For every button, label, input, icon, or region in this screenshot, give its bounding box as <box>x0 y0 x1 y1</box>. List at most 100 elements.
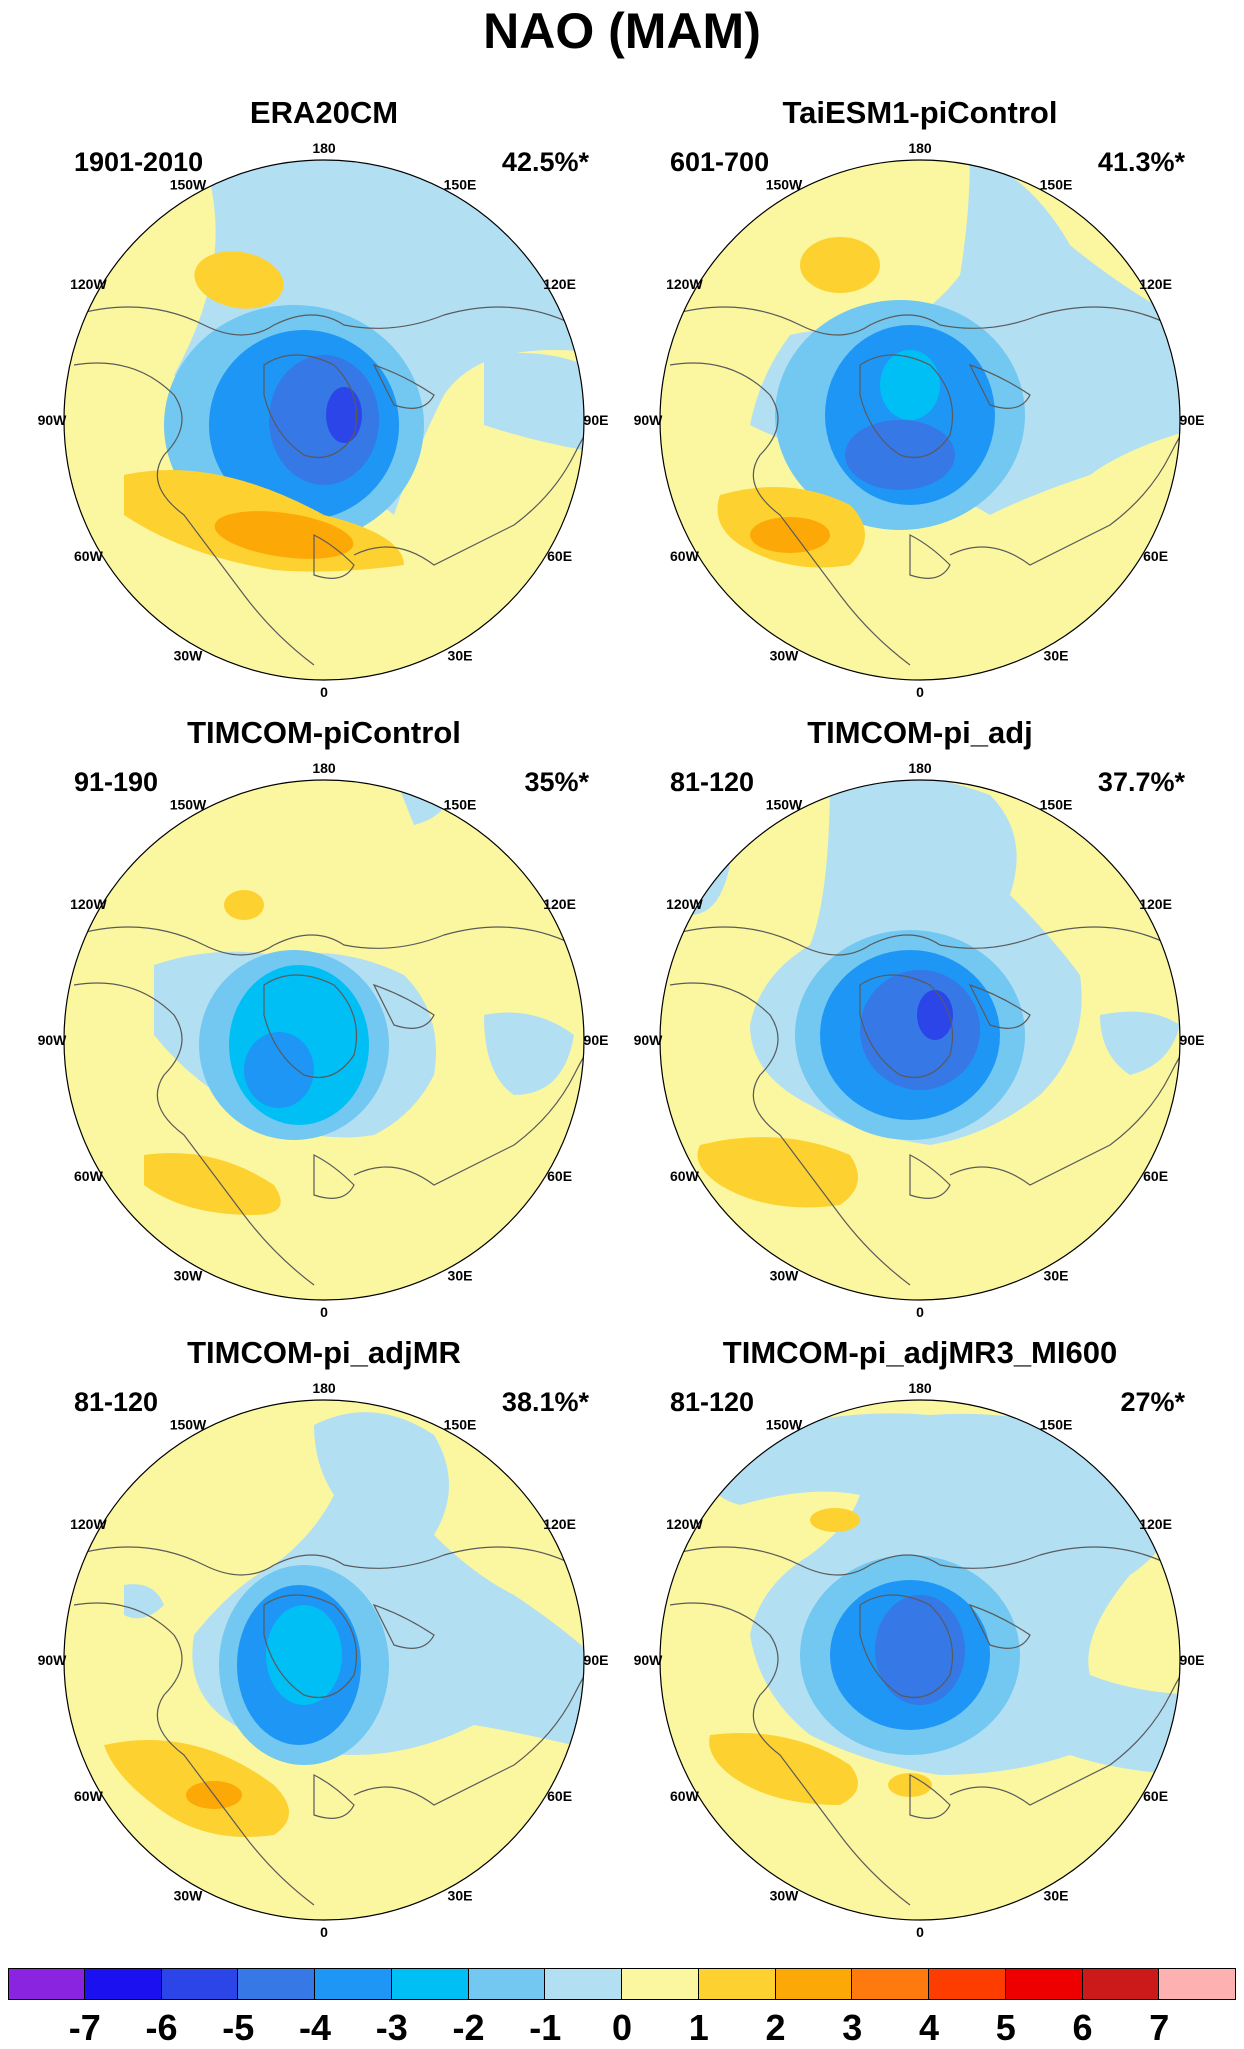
longitude-label: 150E <box>444 796 477 812</box>
panel-title: TaiESM1-piControl <box>782 95 1058 130</box>
panel-variance: 27%* <box>1120 1387 1185 1417</box>
panel-title: TIMCOM-pi_adjMR3_MI600 <box>722 1335 1118 1370</box>
longitude-label: 120E <box>543 896 576 912</box>
colorbar-box <box>1082 1968 1160 2000</box>
longitude-label: 120E <box>1139 896 1172 912</box>
longitude-label: 90W <box>38 412 68 428</box>
panel-timcom-pi-adjmr: TIMCOM-pi_adjMR 81-120 38.1%* 180 150E 120… <box>14 1335 634 1955</box>
longitude-label: 90E <box>584 1652 609 1668</box>
longitude-label: 120E <box>1139 1516 1172 1532</box>
panel-variance: 37.7%* <box>1097 767 1185 797</box>
panel-period: 81-120 <box>670 767 755 797</box>
longitude-label: 120E <box>543 1516 576 1532</box>
colorbar-tick-label: 5 <box>995 2007 1016 2048</box>
longitude-label: 90W <box>38 1652 68 1668</box>
longitude-label: 120E <box>1139 276 1172 292</box>
panel-variance: 35%* <box>524 767 589 797</box>
longitude-label: 60W <box>74 1788 104 1804</box>
panel-period: 601-700 <box>670 147 770 177</box>
polar-map-era20cm: 180 150E 120E 90E 60E 30E 0 30W 60W 90W 120W 150W <box>38 140 609 700</box>
longitude-label: 90E <box>584 1032 609 1048</box>
colorbar-box <box>161 1968 239 2000</box>
longitude-label: 60E <box>1143 548 1168 564</box>
longitude-label: 150E <box>444 176 477 192</box>
longitude-label: 60E <box>547 1788 572 1804</box>
longitude-label: 30E <box>1044 1268 1069 1284</box>
longitude-label: 60W <box>74 1168 104 1184</box>
panel-title: TIMCOM-piControl <box>187 715 461 750</box>
polar-map-timcom-pi-adjmr: 180 150E 120E 90E 60E 30E 0 30W 60W 90W 120W 150W <box>38 1380 609 1940</box>
panel-period: 81-120 <box>670 1387 755 1417</box>
longitude-label: 60W <box>670 1168 700 1184</box>
longitude-label: 120W <box>70 896 107 912</box>
colorbar-tick-label: 3 <box>842 2007 863 2048</box>
colorbar-tick-label: 6 <box>1072 2007 1093 2048</box>
figure-title: NAO (MAM) <box>483 3 761 59</box>
longitude-label: 30W <box>770 1888 800 1904</box>
colorbar-box <box>545 1968 622 2000</box>
longitude-label: 120W <box>666 276 703 292</box>
panel-variance: 42.5%* <box>501 147 589 177</box>
longitude-label: 30E <box>1044 648 1069 664</box>
longitude-label: 30E <box>448 1888 473 1904</box>
longitude-label: 30E <box>448 1268 473 1284</box>
panel-variance: 38.1%* <box>501 1387 589 1417</box>
longitude-label: 180 <box>312 1380 336 1396</box>
longitude-label: 90W <box>38 1032 68 1048</box>
longitude-label: 90W <box>634 1032 664 1048</box>
colorbar-tick-label: -5 <box>222 2007 255 2048</box>
colorbar-box <box>238 1968 315 2000</box>
panel-period: 81-120 <box>74 1387 159 1417</box>
colorbar-box <box>315 1968 392 2000</box>
colorbar-box <box>775 1968 853 2000</box>
longitude-label: 0 <box>916 1924 924 1940</box>
panel-timcom-pi-adjmr3-mi600: TIMCOM-pi_adjMR3_MI600 81-120 27%* 180 15… <box>610 1335 1230 1955</box>
longitude-label: 0 <box>320 684 328 700</box>
longitude-label: 90W <box>634 412 664 428</box>
colorbar-tick-label: -4 <box>298 2007 331 2048</box>
colorbar-tick-label: 0 <box>611 2007 633 2048</box>
longitude-label: 90E <box>1180 1652 1205 1668</box>
longitude-label: 30W <box>770 1268 800 1284</box>
longitude-label: 150E <box>1040 176 1073 192</box>
longitude-label: 150E <box>444 1416 477 1432</box>
longitude-label: 150E <box>1040 1416 1073 1432</box>
longitude-label: 60E <box>547 1168 572 1184</box>
polar-map-timcom-pi-adjmr3-mi600: 180 150E 120E 90E 60E 30E 0 30W 60W 90W 120W 150W <box>634 1380 1205 1940</box>
longitude-label: 180 <box>312 760 336 776</box>
colorbar-tick-label: -1 <box>529 2007 562 2048</box>
longitude-label: 60E <box>1143 1788 1168 1804</box>
panel-title: TIMCOM-pi_adjMR <box>187 1335 461 1370</box>
longitude-label: 30E <box>1044 1888 1069 1904</box>
longitude-label: 90E <box>1180 412 1205 428</box>
longitude-label: 0 <box>320 1304 328 1320</box>
longitude-label: 60W <box>74 548 104 564</box>
longitude-label: 150W <box>170 796 207 812</box>
longitude-label: 60W <box>670 548 700 564</box>
colorbar-box <box>622 1968 699 2000</box>
longitude-label: 120W <box>666 1516 703 1532</box>
longitude-label: 150W <box>766 1416 803 1432</box>
panel-period: 91-190 <box>74 767 159 797</box>
polar-map-timcom-pi-adj: 180 150E 120E 90E 60E 30E 0 30W 60W 90W 120W 150W <box>634 760 1205 1320</box>
longitude-label: 120W <box>70 276 107 292</box>
longitude-label: 150E <box>1040 796 1073 812</box>
colorbar-tick-label: -2 <box>452 2007 485 2048</box>
colorbar-tick-label: 7 <box>1149 2007 1170 2048</box>
panel-variance: 41.3%* <box>1097 147 1185 177</box>
panel-title: TIMCOM-pi_adj <box>807 715 1033 750</box>
colorbar-box <box>852 1968 929 2000</box>
polar-map-taiesm1-picontrol: 180 150E 120E 90E 60E 30E 0 30W 60W 90W 120W 150W <box>634 140 1205 700</box>
longitude-label: 120E <box>543 276 576 292</box>
longitude-label: 0 <box>320 1924 328 1940</box>
longitude-label: 0 <box>916 1304 924 1320</box>
longitude-label: 150W <box>170 1416 207 1432</box>
longitude-label: 30E <box>448 648 473 664</box>
colorbar-tick-label: -6 <box>145 2007 178 2048</box>
longitude-label: 180 <box>908 140 932 156</box>
longitude-label: 120W <box>666 896 703 912</box>
longitude-label: 180 <box>908 760 932 776</box>
panel-taiesm1-picontrol: TaiESM1-piControl 601-700 41.3%* 180 15 <box>610 95 1230 715</box>
colorbar-tick-label: -3 <box>375 2007 408 2048</box>
longitude-label: 150W <box>170 176 207 192</box>
